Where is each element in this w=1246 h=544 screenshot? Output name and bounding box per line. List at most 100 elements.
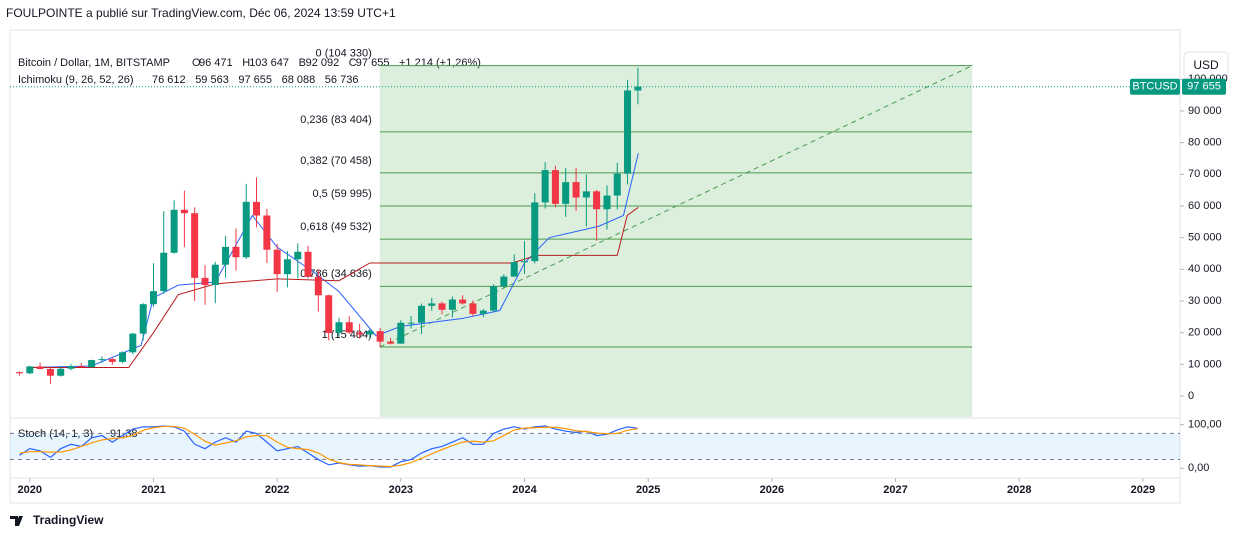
candle-body bbox=[603, 195, 611, 210]
candle-body bbox=[417, 305, 425, 323]
x-tick-label: 2023 bbox=[389, 484, 413, 496]
currency-button[interactable] bbox=[1183, 51, 1229, 79]
candle-body bbox=[211, 264, 219, 286]
candle-body bbox=[129, 333, 137, 353]
brand-logo bbox=[10, 516, 23, 526]
stoch-title: Stoch (14, 1, 3) bbox=[18, 428, 93, 440]
ichimoku-value: 56 736 bbox=[325, 74, 359, 86]
candle-body bbox=[469, 303, 477, 314]
ichimoku-value: 97 655 bbox=[238, 74, 272, 86]
candle-body bbox=[541, 170, 549, 203]
candle-body bbox=[26, 366, 34, 374]
candle-body bbox=[582, 191, 590, 198]
candle-body bbox=[459, 299, 467, 304]
candle-body bbox=[160, 252, 168, 292]
candle-body bbox=[98, 359, 106, 361]
candle-body bbox=[531, 202, 539, 262]
candle-body bbox=[46, 368, 54, 376]
x-tick-label: 2029 bbox=[1131, 484, 1155, 496]
symbol-tag bbox=[1130, 78, 1180, 95]
y-tick-label: 0 bbox=[1188, 390, 1194, 402]
ichimoku-value: 59 563 bbox=[195, 74, 229, 86]
candle-body bbox=[273, 249, 281, 275]
stoch-tick-label: 0,00 bbox=[1188, 462, 1209, 474]
candle-body bbox=[448, 299, 456, 310]
candle-body bbox=[252, 201, 260, 216]
ohlc-letter: B bbox=[299, 57, 306, 69]
stoch-line bbox=[19, 425, 639, 468]
candle-body bbox=[521, 261, 529, 263]
ohlc-value: 92 092 bbox=[306, 57, 340, 69]
fib-zone bbox=[379, 65, 973, 417]
currency-label: USD bbox=[1193, 58, 1219, 72]
x-tick-label: 2026 bbox=[760, 484, 784, 496]
y-tick-label: 20 000 bbox=[1188, 327, 1222, 339]
candle-body bbox=[283, 259, 291, 275]
brand: TradingView bbox=[33, 513, 104, 527]
symbol-tag-label: BTCUSD bbox=[1132, 81, 1177, 93]
candle-body bbox=[387, 341, 395, 344]
stoch-line bbox=[19, 425, 639, 468]
candle-body bbox=[77, 366, 85, 368]
x-tick-label: 2021 bbox=[141, 484, 165, 496]
ohlc-letter: O bbox=[192, 57, 201, 69]
y-tick-label: 10 000 bbox=[1188, 358, 1222, 370]
candle-body bbox=[149, 291, 157, 305]
candle-body bbox=[222, 246, 230, 265]
y-tick-label: 70 000 bbox=[1188, 168, 1222, 180]
ohlc-value: 96 471 bbox=[199, 57, 233, 69]
candle-body bbox=[36, 366, 44, 369]
candle-body bbox=[624, 90, 632, 174]
candle-body bbox=[428, 303, 436, 306]
y-tick-label: 40 000 bbox=[1188, 263, 1222, 275]
symbol: Bitcoin / Dollar, 1M, BITSTAMP bbox=[18, 57, 170, 69]
y-tick-label: 60 000 bbox=[1188, 200, 1222, 212]
candle-body bbox=[119, 352, 127, 362]
ohlc-letter: C bbox=[349, 57, 357, 69]
candle-body bbox=[294, 251, 302, 260]
y-tick-label: 90 000 bbox=[1188, 105, 1222, 117]
x-tick-label: 2027 bbox=[883, 484, 907, 496]
candle-body bbox=[263, 215, 271, 250]
candle-body bbox=[479, 310, 487, 314]
candle-body bbox=[376, 331, 384, 342]
candle-body bbox=[490, 286, 498, 311]
candle-body bbox=[191, 213, 199, 278]
candle-body bbox=[634, 86, 642, 91]
y-tick-label: 30 000 bbox=[1188, 295, 1222, 307]
candle-body bbox=[562, 182, 570, 204]
y-tick-label: 50 000 bbox=[1188, 232, 1222, 244]
candle-body bbox=[57, 368, 65, 376]
x-tick-label: 2022 bbox=[265, 484, 289, 496]
fib-label: 0,5 (59 995) bbox=[312, 188, 371, 200]
candle-body bbox=[397, 322, 405, 344]
fib-label: 0 (104 330) bbox=[316, 47, 372, 59]
x-tick-label: 2025 bbox=[636, 484, 660, 496]
ichimoku-line bbox=[29, 206, 639, 369]
ohlc-value: 103 647 bbox=[249, 57, 289, 69]
price-tag-label: 97 655 bbox=[1187, 81, 1221, 93]
publisher: FOULPOINTE a publié sur TradingView.com,… bbox=[6, 6, 396, 20]
ohlc-letter: H bbox=[242, 57, 250, 69]
candle-body bbox=[170, 209, 178, 253]
ichimoku-value: 68 088 bbox=[282, 74, 316, 86]
candle-body bbox=[613, 173, 621, 196]
ichimoku-value: 76 612 bbox=[152, 74, 186, 86]
fib-trend bbox=[379, 65, 973, 348]
candle-body bbox=[304, 251, 312, 277]
candle-body bbox=[572, 182, 580, 198]
candle-body bbox=[438, 303, 446, 310]
candle-body bbox=[232, 246, 240, 258]
candle-body bbox=[510, 262, 518, 277]
stoch-tick-label: 100,00 bbox=[1188, 419, 1222, 431]
candle-body bbox=[314, 276, 322, 296]
candle-body bbox=[551, 170, 559, 204]
candle-body bbox=[16, 372, 24, 374]
fib-label: 0,618 (49 532) bbox=[300, 221, 372, 233]
candle-body bbox=[356, 332, 364, 335]
candle-body bbox=[201, 277, 209, 286]
stoch-band bbox=[10, 433, 1180, 460]
fib-label: 0,236 (83 404) bbox=[300, 114, 372, 126]
